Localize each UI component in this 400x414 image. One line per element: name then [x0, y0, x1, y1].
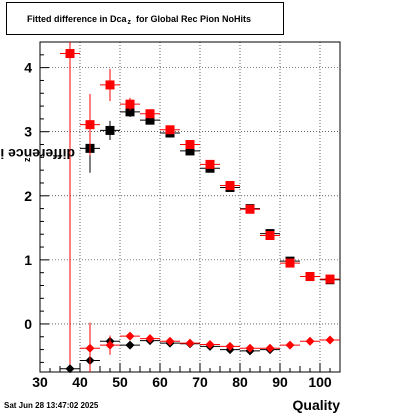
square-marker — [85, 120, 95, 130]
square-marker — [125, 99, 135, 109]
x-tick-label: 50 — [112, 374, 128, 390]
square-marker — [285, 258, 295, 268]
diamond-marker — [85, 343, 95, 353]
diamond-marker — [305, 336, 315, 346]
square-marker — [205, 159, 215, 169]
square-marker — [145, 109, 155, 119]
square-marker — [65, 49, 75, 59]
diamond-marker — [185, 338, 195, 348]
square-marker — [225, 181, 235, 191]
x-tick-label: 40 — [72, 374, 88, 390]
axis-ticks: 30 40 50 60 70 80 90 100 0 1 2 3 4 — [24, 54, 341, 390]
chart-title: Fitted difference in Dca z for Global Re… — [6, 2, 284, 35]
square-marker — [325, 274, 335, 284]
diamond-marker — [125, 340, 135, 350]
data-series — [60, 42, 340, 374]
x-tick-label: 70 — [192, 374, 208, 390]
square-marker — [305, 272, 315, 282]
diamond-marker — [325, 335, 335, 345]
square-marker — [105, 80, 115, 90]
x-tick-label: 90 — [272, 374, 288, 390]
x-tick-label: 30 — [32, 374, 48, 390]
plot-frame — [39, 41, 341, 373]
y-tick-label: 2 — [24, 188, 32, 204]
title-text-rest: for Global Rec Pion NoHits — [136, 13, 252, 24]
square-marker — [185, 140, 195, 150]
diamond-marker — [245, 343, 255, 353]
diamond-marker — [145, 334, 155, 344]
grid-lines — [40, 42, 340, 372]
x-tick-label: 100 — [308, 374, 332, 390]
square-marker — [105, 125, 115, 135]
y-tick-label: 3 — [24, 124, 32, 140]
y-tick-label: 0 — [24, 316, 32, 332]
diamond-marker — [265, 343, 275, 353]
title-subscript: z — [127, 19, 132, 26]
y-tick-label: 1 — [24, 252, 32, 268]
diamond-marker — [105, 340, 115, 350]
x-tick-label: 80 — [232, 374, 248, 390]
square-marker — [185, 146, 195, 156]
diamond-marker — [285, 340, 295, 350]
diamond-marker — [125, 331, 135, 341]
x-axis-label: Quality — [292, 397, 340, 413]
y-axis-label-main: difference in Dca — [0, 146, 75, 162]
x-tick-label: 60 — [152, 374, 168, 390]
y-axis-label-sub: z — [22, 157, 32, 163]
title-text: Fitted difference in Dca — [27, 13, 127, 24]
square-marker — [145, 115, 155, 125]
y-tick-label: 4 — [24, 60, 32, 76]
diamond-marker — [225, 341, 235, 351]
diamond-marker — [205, 339, 215, 349]
square-marker — [245, 204, 255, 214]
timestamp: Sat Jun 28 13:47:02 2025 — [4, 401, 99, 410]
square-marker — [165, 125, 175, 135]
diamond-marker — [165, 336, 175, 346]
square-marker — [125, 107, 135, 117]
square-marker — [265, 231, 275, 241]
diamond-marker — [65, 364, 75, 374]
